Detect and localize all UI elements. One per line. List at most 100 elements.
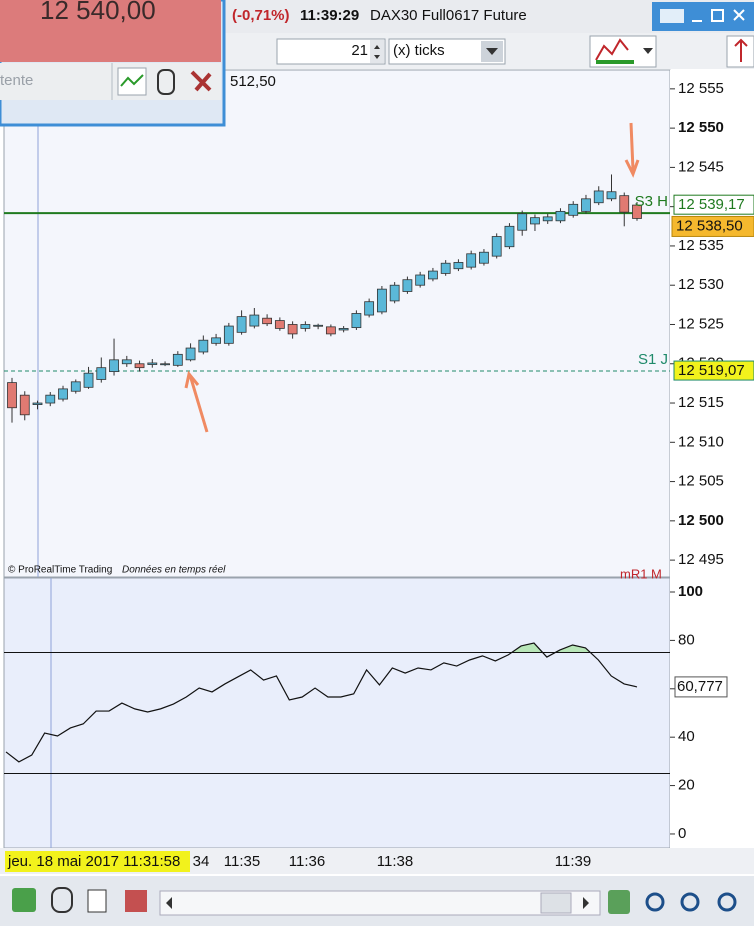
candle-body: [606, 191, 617, 200]
dropdown-arrow: [486, 48, 498, 55]
candle-body: [287, 324, 298, 335]
zoom-out[interactable]: [680, 892, 700, 912]
feed: Données en temps réel: [122, 565, 226, 576]
overlay-row: [0, 63, 221, 100]
candle-body: [466, 253, 477, 268]
candle-body: [351, 313, 362, 329]
ticks-spinbox[interactable]: [276, 38, 386, 65]
candle-body: [619, 195, 630, 213]
price-tick-label: 12 535: [678, 237, 724, 254]
instrument: DAX30 Full0617 Future: [370, 7, 527, 24]
annotation-arrow: [184, 370, 209, 433]
candle-body: [402, 279, 413, 292]
keyboard-icon[interactable]: [660, 9, 684, 23]
cursor-value: 512,50: [230, 73, 276, 90]
tool-button[interactable]: [125, 890, 147, 912]
candle-body: [185, 347, 196, 361]
price-tick-label: 12 505: [678, 473, 724, 490]
candle-body: [453, 262, 464, 270]
indicator-icon-base: [596, 60, 634, 64]
candle-body: [593, 190, 604, 204]
overlay-price-box: [0, 0, 221, 62]
tool-button[interactable]: [608, 890, 630, 914]
overlay-tool[interactable]: [157, 69, 175, 95]
indicator-icon: [595, 38, 629, 61]
indicator-line: [5, 642, 638, 763]
zoom-fit[interactable]: [645, 892, 665, 912]
time-label: 11:35: [224, 853, 260, 870]
spin-arrows[interactable]: [370, 40, 384, 63]
close[interactable]: [733, 9, 745, 21]
scroll-thumb[interactable]: [540, 892, 572, 914]
candle-body: [7, 382, 17, 409]
price-tick-label: 12 545: [678, 158, 724, 175]
overbought-fill: [6, 643, 637, 653]
candle-body: [632, 204, 642, 219]
price-tick-label: 12 515: [678, 394, 724, 411]
candle-body: [364, 301, 375, 316]
candle-body: [581, 198, 591, 212]
indicator-panel: [3, 577, 671, 849]
level-box: [673, 194, 754, 215]
indicator-tick-label: 20: [678, 777, 695, 794]
time-label: 11:39: [555, 853, 591, 870]
candle-body: [504, 225, 515, 248]
cursor-date: jeu. 18 mai 2017 11:31:58: [7, 853, 180, 870]
cut-label: mR1 M: [620, 566, 662, 581]
overlay-tool[interactable]: [190, 70, 212, 92]
candle-body: [19, 394, 30, 416]
candle-body: [415, 274, 426, 286]
maximize[interactable]: [711, 9, 724, 22]
scrollbar[interactable]: [159, 890, 601, 916]
candle-body: [440, 262, 451, 274]
candle-body: [109, 359, 119, 373]
candle-body: [236, 316, 247, 333]
overlay-tool-icon: [120, 74, 144, 87]
candle-body: [555, 210, 566, 222]
candle-body: [249, 314, 260, 327]
overlay-price: 12 540,00: [40, 0, 156, 25]
candle-body: [45, 394, 56, 404]
candle-body: [530, 217, 540, 225]
candle-body: [211, 337, 221, 344]
indicator-tick-label: 0: [678, 825, 686, 842]
candle-body: [274, 320, 285, 329]
candle-body: [517, 213, 528, 231]
time-label: 11:36: [289, 853, 325, 870]
candle-body: [70, 381, 81, 392]
indicator-last-box: [674, 676, 728, 698]
level-value: 12 539,17: [678, 196, 745, 213]
level-value: 12 519,07: [678, 362, 745, 379]
price-tick-label: 12 525: [678, 315, 724, 332]
candle-body: [376, 288, 387, 313]
price-tick-label: 12 510: [678, 433, 724, 450]
zoom-in[interactable]: [717, 892, 737, 912]
level-name: S3 H: [635, 193, 668, 210]
candle-body: [389, 284, 400, 302]
candle-body: [134, 363, 145, 369]
price-tick-label: 12 530: [678, 276, 724, 293]
candle-body: [160, 363, 170, 366]
price-tick-label: 12 550: [678, 119, 724, 136]
candle-body: [313, 324, 324, 327]
candle-body: [325, 326, 336, 335]
indicator-tick-label: 100: [678, 583, 703, 600]
candle-body: [198, 339, 209, 353]
candle-body: [147, 362, 158, 365]
indicator-arrow: [643, 48, 653, 54]
candle-body: [542, 216, 553, 222]
time-label: 11:38: [377, 853, 413, 870]
annotation-arrow: [624, 122, 640, 178]
ticks-count: 21: [351, 42, 368, 59]
tool-button[interactable]: [51, 887, 73, 913]
sync-icon: [734, 38, 748, 62]
tool-button[interactable]: [87, 889, 107, 913]
indicator-tick-label: 40: [678, 728, 695, 745]
time-label: 34: [193, 853, 210, 870]
candle-body: [58, 388, 68, 400]
change: (-0,71%): [232, 7, 290, 24]
tool-button[interactable]: [12, 888, 36, 912]
copyright: © ProRealTime Trading: [8, 565, 112, 576]
